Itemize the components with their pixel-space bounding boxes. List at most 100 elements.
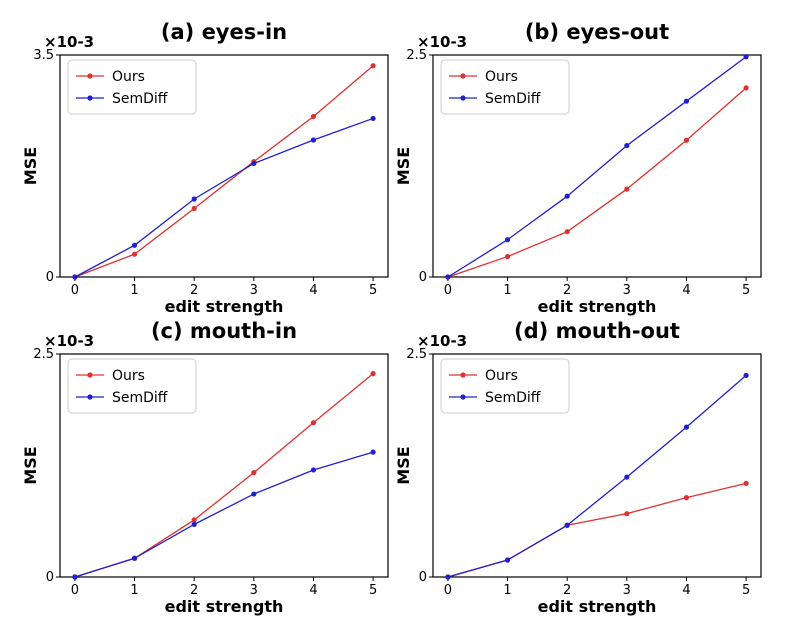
chart-c-x-tick-label: 3 xyxy=(250,583,258,598)
chart-c-legend-ours-marker xyxy=(87,372,93,378)
chart-b-y-tick-label: 0 xyxy=(419,270,427,285)
chart-c-y-axis-label: MSE xyxy=(21,446,40,484)
chart-d-x-tick-label: 0 xyxy=(444,583,452,598)
chart-b-y-axis-label: MSE xyxy=(394,147,413,185)
chart-d-scale-label: ×10-3 xyxy=(417,332,467,350)
chart-a-series-ours-point xyxy=(191,205,197,212)
chart-c-panel: (c) mouth-in ×10-3 0 1 2 3 4 5 0 2.5 edit strength… xyxy=(21,319,389,616)
chart-c-y-tick-label: 2.5 xyxy=(33,347,54,362)
chart-a-x-axis-label: edit strength xyxy=(165,297,284,316)
chart-b-series-semdiff-point xyxy=(743,54,749,60)
chart-a-title: (a) eyes-in xyxy=(161,20,287,44)
chart-a-series-semdiff-point xyxy=(251,160,257,167)
chart-d-legend: Ours SemDiff xyxy=(440,358,570,414)
chart-b-frame xyxy=(432,54,762,278)
chart-b-series-semdiff-point xyxy=(564,193,570,199)
chart-b-series-ours-point xyxy=(743,85,749,91)
chart-b-legend-box xyxy=(440,59,570,115)
chart-a-x-tick-label: 2 xyxy=(190,283,198,298)
chart-a-legend-semdiff-marker xyxy=(87,95,93,101)
chart-d-series-ours-point xyxy=(683,495,690,501)
chart-c-series-semdiff-point xyxy=(191,521,197,527)
chart-c-series-semdiff-point xyxy=(251,491,257,497)
chart-d-legend-semdiff-label: SemDiff xyxy=(485,390,541,406)
chart-c-series-semdiff-point xyxy=(72,574,78,580)
chart-d-title: (d) mouth-out xyxy=(514,319,680,343)
chart-b-series-ours-point xyxy=(504,253,511,260)
chart-c-series-semdiff-point xyxy=(310,467,317,473)
chart-d-x-tick-label: 4 xyxy=(682,583,690,598)
chart-c-x-axis-label: edit strength xyxy=(165,597,284,616)
chart-a-series-ours-point xyxy=(131,251,138,257)
chart-b-scale-label: ×10-3 xyxy=(417,33,467,51)
chart-d-series-semdiff-line xyxy=(447,374,747,578)
chart-a-series-semdiff-point xyxy=(191,196,197,202)
chart-c-series-ours-point xyxy=(310,420,317,426)
chart-c-legend-semdiff-marker xyxy=(87,394,93,400)
chart-d-x-tick-label: 5 xyxy=(742,583,750,598)
chart-a-series-ours-point xyxy=(370,63,376,69)
chart-d-y-tick-label: 0 xyxy=(419,570,427,585)
chart-a-x-tick-label: 4 xyxy=(309,283,317,298)
chart-d-x-tick-label: 2 xyxy=(563,583,571,598)
chart-b-y-tick-label: 2.5 xyxy=(406,48,427,63)
chart-c-scale-label: ×10-3 xyxy=(44,332,94,350)
chart-a-series-semdiff-point xyxy=(310,137,317,143)
chart-a-series-semdiff-point xyxy=(72,274,78,280)
chart-c-x-tick-label: 1 xyxy=(130,583,138,598)
chart-a-panel: (a) eyes-in ×10-3 0 1 2 3 4 5 0 3.5 edit strength M… xyxy=(21,20,389,316)
chart-c-x-tick-label: 2 xyxy=(190,583,198,598)
chart-b-series-semdiff-point xyxy=(683,98,690,104)
chart-b-series-ours-point xyxy=(683,137,690,143)
chart-b-series-ours-line xyxy=(447,87,747,278)
chart-b-series-ours-point xyxy=(564,229,570,235)
chart-b-title: (b) eyes-out xyxy=(525,20,669,44)
chart-d-series-semdiff-point xyxy=(445,574,451,580)
chart-c-frame xyxy=(59,353,389,578)
chart-d-legend-semdiff-marker xyxy=(460,394,466,400)
chart-d-x-tick-label: 1 xyxy=(503,583,511,598)
chart-d-series-semdiff-point xyxy=(743,372,749,379)
chart-d-series-semdiff-point xyxy=(624,474,630,480)
chart-b-x-tick-label: 5 xyxy=(742,283,750,298)
chart-d-y-axis-label: MSE xyxy=(394,446,413,484)
chart-b-panel: (b) eyes-out ×10-3 0 1 2 3 4 5 0 2.5 edit strength… xyxy=(394,20,762,316)
chart-a-x-tick-label: 3 xyxy=(250,283,258,298)
chart-d-panel: (d) mouth-out ×10-3 0 1 2 3 4 5 0 2.5 edit strengt… xyxy=(394,319,762,616)
chart-a-series-semdiff-point xyxy=(370,115,376,122)
chart-c-series-semdiff-line xyxy=(74,451,374,578)
chart-a-y-axis-label: MSE xyxy=(21,147,40,185)
chart-d-series-ours-point xyxy=(624,511,630,517)
chart-a-scale-label: ×10-3 xyxy=(44,33,94,51)
chart-d-x-tick-label: 3 xyxy=(623,583,631,598)
chart-d-series-semdiff-point xyxy=(564,522,570,528)
chart-a-legend-semdiff-label: SemDiff xyxy=(112,91,168,107)
chart-a-series-ours-point xyxy=(310,113,317,120)
chart-a-x-tick-label: 5 xyxy=(369,283,377,298)
chart-d-legend-ours-marker xyxy=(460,372,466,378)
chart-b-series-semdiff-line xyxy=(447,56,747,278)
chart-b-legend-ours-marker xyxy=(460,73,466,79)
chart-c-series-ours-point xyxy=(370,371,376,377)
chart-c-x-tick-label: 5 xyxy=(369,583,377,598)
chart-b-series-semdiff-point xyxy=(504,237,511,243)
chart-c-legend-semdiff-label: SemDiff xyxy=(112,390,168,406)
chart-c-legend: Ours SemDiff xyxy=(67,358,197,414)
chart-c-y-tick-label: 0 xyxy=(46,570,54,585)
chart-a-series-semdiff-point xyxy=(131,242,138,248)
chart-c-series-semdiff-point xyxy=(370,449,376,455)
chart-d-series-ours-point xyxy=(743,480,749,486)
chart-d-series-semdiff-point xyxy=(504,557,511,563)
chart-a-y-tick-label: 3.5 xyxy=(33,48,54,63)
chart-b-x-tick-label: 1 xyxy=(503,283,511,298)
chart-c-series-semdiff-point xyxy=(131,555,138,561)
chart-a-legend-ours-marker xyxy=(87,73,93,79)
chart-b-legend-semdiff-label: SemDiff xyxy=(485,91,541,107)
chart-a-y-tick-label: 0 xyxy=(46,270,54,285)
chart-d-frame xyxy=(432,353,762,578)
chart-c-legend-ours-label: Ours xyxy=(112,368,145,384)
chart-a-frame xyxy=(59,54,389,278)
chart-a-x-tick-label: 0 xyxy=(71,283,79,298)
chart-b-x-axis-label: edit strength xyxy=(538,297,657,316)
